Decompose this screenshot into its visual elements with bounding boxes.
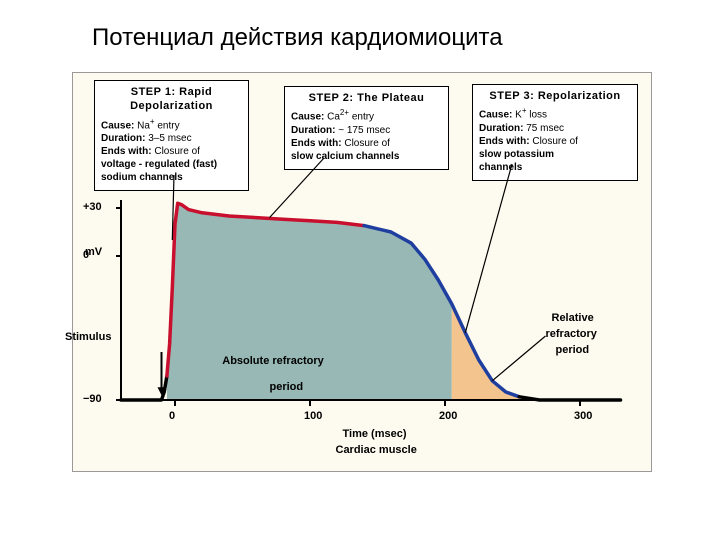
step2-line: Ends with: Closure of (291, 137, 442, 150)
y-tick-−90: −90 (83, 393, 102, 405)
relative-refractory-label-3: period (556, 344, 590, 356)
absolute-refractory-label-2: period (270, 381, 304, 393)
stimulus-label: Stimulus (65, 331, 111, 343)
x-tick-200: 200 (439, 410, 457, 422)
info-box-step1: STEP 1: Rapid Depolarization Cause: Na+ … (94, 80, 249, 191)
relative-refractory-label-1: Relative (552, 312, 594, 324)
x-tick-0: 0 (169, 410, 175, 422)
step1-line: sodium channels (101, 171, 242, 184)
info-box-step3: STEP 3: Repolarization Cause: K+ lossDur… (472, 84, 638, 181)
step3-line: channels (479, 161, 631, 174)
step3-line: Ends with: Closure of (479, 135, 631, 148)
step1-line: voltage - regulated (fast) (101, 158, 242, 171)
step1-header: STEP 1: Rapid Depolarization (101, 85, 242, 114)
x-axis-title: Time (msec) (343, 428, 407, 440)
absolute-refractory-label-1: Absolute refractory (222, 355, 323, 367)
step2-line: Cause: Ca2+ entry (291, 108, 442, 123)
page-title: Потенциал действия кардиомиоцита (92, 24, 503, 52)
y-tick-+30: +30 (83, 201, 102, 213)
y-unit-label: mV (85, 246, 102, 258)
step2-line: Duration: ~ 175 msec (291, 124, 442, 137)
step3-line: slow potassium (479, 148, 631, 161)
x-tick-300: 300 (574, 410, 592, 422)
step3-header: STEP 3: Repolarization (479, 89, 631, 103)
step3-line: Cause: K+ loss (479, 106, 631, 121)
step2-header: STEP 2: The Plateau (291, 91, 442, 105)
step1-line: Duration: 3–5 msec (101, 132, 242, 145)
chart-title: Cardiac muscle (336, 444, 417, 456)
step1-line: Ends with: Closure of (101, 145, 242, 158)
step3-line: Duration: 75 msec (479, 122, 631, 135)
step1-line: Cause: Na+ entry (101, 117, 242, 132)
step2-line: slow calcium channels (291, 150, 442, 163)
relative-refractory-label-2: refractory (546, 328, 597, 340)
x-tick-100: 100 (304, 410, 322, 422)
info-box-step2: STEP 2: The Plateau Cause: Ca2+ entryDur… (284, 86, 449, 170)
